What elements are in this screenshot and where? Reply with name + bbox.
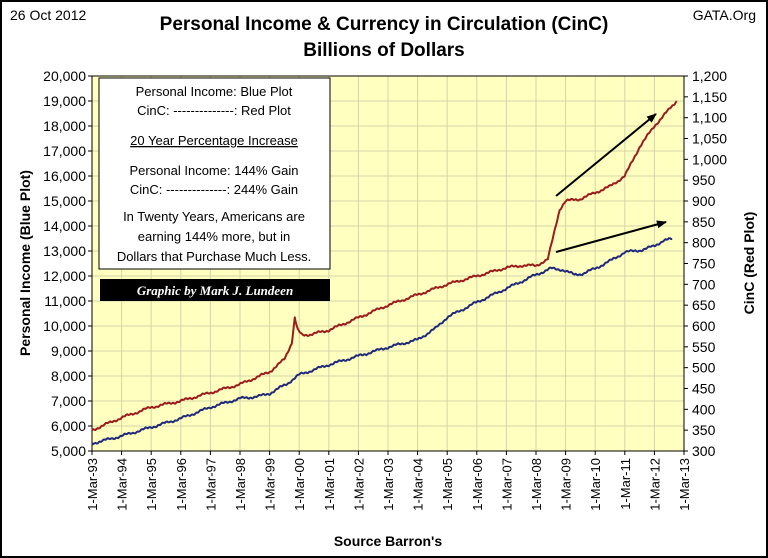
y-left-tick-label: 11,000 bbox=[44, 293, 86, 309]
y-right-tick-label: 800 bbox=[692, 235, 716, 251]
x-tick-label: 1-Mar-12 bbox=[647, 458, 662, 511]
y-left-tick-label: 15,000 bbox=[43, 193, 86, 209]
legend-heading: 20 Year Percentage Increase bbox=[130, 133, 298, 148]
x-tick-label: 1-Mar-01 bbox=[322, 458, 337, 511]
x-tick-label: 1-Mar-06 bbox=[470, 458, 485, 511]
legend-line-cinc: CinC: --------------: Red Plot bbox=[137, 103, 291, 118]
x-tick-label: 1-Mar-03 bbox=[381, 458, 396, 511]
x-tick-label: 1-Mar-94 bbox=[115, 458, 130, 511]
y-right-tick-label: 300 bbox=[692, 443, 716, 459]
y-right-tick-label: 500 bbox=[692, 360, 716, 376]
y-right-tick-label: 350 bbox=[692, 422, 716, 438]
y-left-tick-label: 16,000 bbox=[43, 168, 86, 184]
y-left-tick-label: 10,000 bbox=[43, 318, 86, 334]
chart-title-line1: Personal Income & Currency in Circulatio… bbox=[160, 14, 609, 35]
y-right-tick-label: 900 bbox=[692, 193, 716, 209]
y-right-tick-label: 1,000 bbox=[692, 151, 727, 167]
x-tick-label: 1-Mar-11 bbox=[618, 458, 633, 510]
y-left-tick-label: 14,000 bbox=[43, 218, 86, 234]
x-tick-label: 1-Mar-00 bbox=[292, 458, 307, 511]
y-right-tick-label: 850 bbox=[692, 214, 716, 230]
cinc-trend-arrow bbox=[555, 113, 657, 197]
date-label: 26 Oct 2012 bbox=[10, 7, 86, 23]
legend-cinc-gain: CinC: --------------: 244% Gain bbox=[130, 182, 298, 197]
y-right-tick-label: 450 bbox=[692, 381, 716, 397]
cinc-line bbox=[91, 100, 678, 431]
x-tick-label: 1-Mar-02 bbox=[351, 458, 366, 511]
y-left-tick-label: 20,000 bbox=[43, 68, 86, 84]
legend-note-3: Dollars that Purchase Much Less. bbox=[117, 249, 311, 264]
y-left-tick-label: 19,000 bbox=[43, 93, 86, 109]
legend-note-1: In Twenty Years, Americans are bbox=[123, 209, 305, 224]
y-left-tick-label: 12,000 bbox=[43, 268, 86, 284]
y-axis-right-title: CinC (Red Plot) bbox=[741, 212, 757, 315]
y-right-tick-label: 950 bbox=[692, 172, 716, 188]
x-tick-label: 1-Mar-10 bbox=[588, 458, 603, 511]
legend-box: Personal Income: Blue Plot CinC: -------… bbox=[98, 77, 331, 270]
y-left-tick-label: 18,000 bbox=[43, 118, 86, 134]
y-right-tick-label: 600 bbox=[692, 318, 716, 334]
y-left-tick-label: 13,000 bbox=[43, 243, 86, 259]
y-axis-left-title: Personal Income (Blue Plot) bbox=[17, 170, 33, 356]
y-right-tick-label: 750 bbox=[692, 256, 716, 272]
y-right-tick-label: 550 bbox=[692, 339, 716, 355]
legend-note-2: earning 144% more, but in bbox=[138, 229, 290, 244]
y-left-tick-label: 17,000 bbox=[43, 143, 86, 159]
source-site-label: GATA.Org bbox=[693, 7, 756, 23]
x-tick-label: 1-Mar-99 bbox=[263, 458, 278, 511]
y-left-tick-label: 5,000 bbox=[51, 443, 86, 459]
axis-ticks: 5,000 6,000 7,000 8,000 9,000 10,000 11,000 12,… bbox=[43, 68, 727, 511]
series-lines bbox=[91, 100, 678, 446]
y-left-tick-label: 8,000 bbox=[51, 368, 86, 384]
x-tick-label: 1-Mar-98 bbox=[233, 458, 248, 511]
y-right-tick-label: 700 bbox=[692, 276, 716, 292]
x-tick-label: 1-Mar-07 bbox=[499, 458, 514, 511]
x-tick-label: 1-Mar-96 bbox=[174, 458, 189, 511]
x-tick-label: 1-Mar-95 bbox=[144, 458, 159, 511]
income-trend-arrow bbox=[555, 220, 667, 253]
legend-income-gain: Personal Income: 144% Gain bbox=[129, 163, 298, 178]
personal-income-line bbox=[91, 237, 673, 446]
x-tick-label: 1-Mar-97 bbox=[203, 458, 218, 511]
y-left-tick-label: 7,000 bbox=[51, 393, 86, 409]
y-right-tick-label: 650 bbox=[692, 297, 716, 313]
y-right-tick-label: 1,150 bbox=[692, 89, 727, 105]
y-left-tick-label: 6,000 bbox=[51, 418, 86, 434]
y-right-tick-label: 1,050 bbox=[692, 131, 727, 147]
x-axis-title: Source Barron's bbox=[334, 533, 443, 549]
x-tick-label: 1-Mar-04 bbox=[411, 458, 426, 511]
x-tick-label: 1-Mar-13 bbox=[677, 458, 692, 511]
x-tick-label: 1-Mar-09 bbox=[559, 458, 574, 511]
y-right-tick-label: 1,200 bbox=[692, 68, 727, 84]
x-tick-label: 1-Mar-08 bbox=[529, 458, 544, 511]
credit-label: Graphic by Mark J. Lundeen bbox=[137, 283, 293, 298]
y-right-tick-label: 1,100 bbox=[692, 110, 727, 126]
x-tick-label: 1-Mar-05 bbox=[440, 458, 455, 511]
y-right-tick-label: 400 bbox=[692, 401, 716, 417]
legend-line-income: Personal Income: Blue Plot bbox=[136, 84, 293, 99]
chart-title-line2: Billions of Dollars bbox=[303, 40, 465, 61]
credit-banner bbox=[100, 279, 330, 301]
x-tick-label: 1-Mar-93 bbox=[85, 458, 100, 511]
y-left-tick-label: 9,000 bbox=[51, 343, 86, 359]
